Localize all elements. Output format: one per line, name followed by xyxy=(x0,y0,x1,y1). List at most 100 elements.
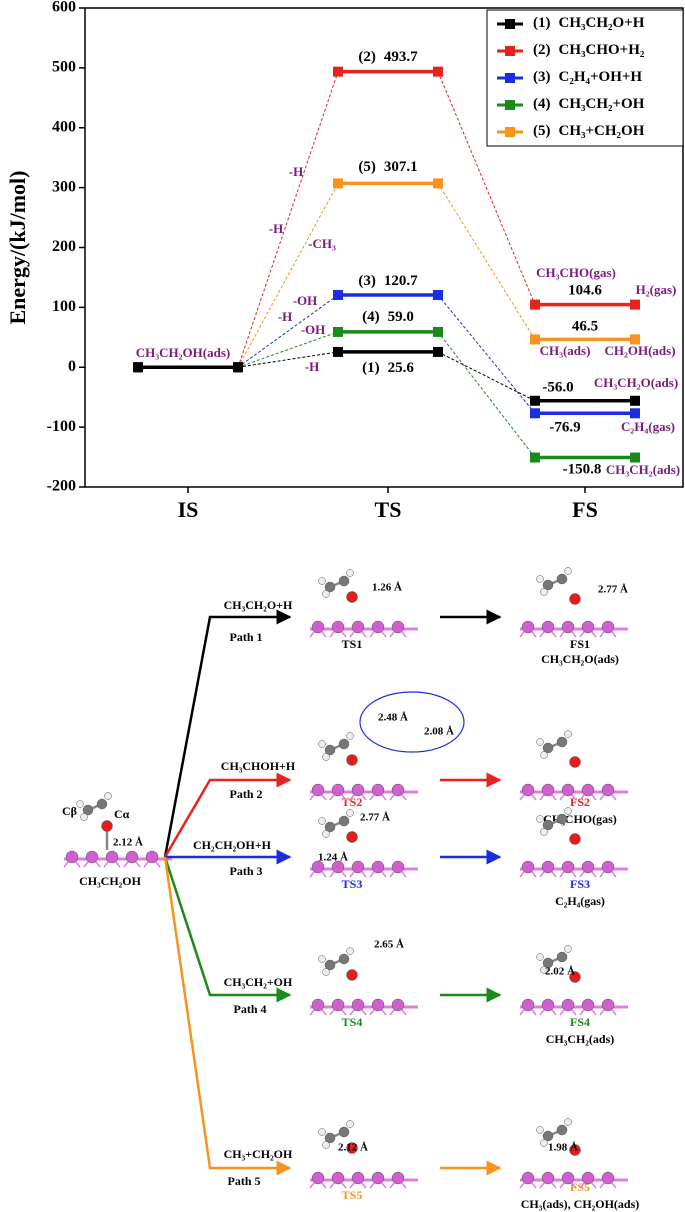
path-name: Path 2 xyxy=(230,787,263,801)
level-marker xyxy=(433,289,443,300)
path-arrow xyxy=(163,856,292,1003)
atom xyxy=(351,860,365,874)
atom xyxy=(331,998,345,1012)
x-tick-label: TS xyxy=(375,497,402,522)
connector xyxy=(437,294,536,414)
fs-value-label: -56.0 xyxy=(542,379,573,395)
atom xyxy=(601,1171,615,1185)
atom xyxy=(331,1171,345,1185)
atom xyxy=(324,1132,336,1144)
ts-distance: 2.77 Å xyxy=(360,812,390,824)
level-marker xyxy=(530,334,540,345)
annotation: -H xyxy=(305,359,319,374)
y-tick-label: 200 xyxy=(52,238,76,255)
atom xyxy=(311,860,325,874)
fs-distance: 2.02 Å xyxy=(545,966,575,978)
ts-distance: 2.65 Å xyxy=(374,939,404,951)
atom xyxy=(311,998,325,1012)
atom xyxy=(76,800,84,808)
series-tag: (1) xyxy=(533,15,551,31)
atom xyxy=(351,1171,365,1185)
legend-marker xyxy=(505,46,515,56)
atom xyxy=(561,783,575,797)
series-tag: (5) xyxy=(533,123,551,139)
atom xyxy=(331,860,345,874)
atom xyxy=(581,620,595,634)
atom xyxy=(521,1171,535,1185)
atom xyxy=(540,751,548,759)
inset xyxy=(359,691,465,753)
atom xyxy=(569,971,581,983)
annotation: CH₃(ads) xyxy=(540,343,591,358)
y-tick-label: 600 xyxy=(52,0,76,16)
legend-box xyxy=(486,9,684,147)
path-reactants: CH₃+CH₂OH xyxy=(224,1147,293,1161)
level-marker xyxy=(630,452,640,463)
atom xyxy=(561,620,575,634)
atom xyxy=(371,1171,385,1185)
energy-chart: -200 -100 0 100 200 300 400 500 600 Energy/(kJ/mo… xyxy=(5,0,684,522)
series-tag: (4) xyxy=(362,309,380,325)
fs-species: CH₃(ads), CH₂OH(ads) xyxy=(521,1197,640,1211)
level-marker xyxy=(433,346,443,357)
atom xyxy=(318,577,326,585)
atom xyxy=(324,959,336,971)
atom xyxy=(311,783,325,797)
atom xyxy=(581,860,595,874)
ts-value-label: (3) 120.7 xyxy=(358,273,418,289)
annotation: -OH xyxy=(293,293,318,308)
atom xyxy=(145,850,159,864)
atom xyxy=(346,1120,354,1128)
atom xyxy=(556,573,568,585)
ts-distance: 2.48 Å xyxy=(378,712,408,724)
atom xyxy=(521,620,535,634)
series-tag: (3) xyxy=(358,273,376,289)
ts-label: TS4 xyxy=(342,1015,363,1029)
ts-distance: 2.12 Å xyxy=(338,1142,368,1154)
atom xyxy=(601,783,615,797)
atom xyxy=(85,850,99,864)
level-marker xyxy=(630,299,640,310)
atom xyxy=(351,783,365,797)
connector xyxy=(437,331,536,458)
atom xyxy=(542,579,554,591)
ts-distance: 1.26 Å xyxy=(372,582,402,594)
atom xyxy=(338,815,350,827)
atom xyxy=(564,567,572,575)
series-tag: (5) xyxy=(358,159,376,175)
ts-label: TS3 xyxy=(342,877,363,891)
atom xyxy=(324,744,336,756)
atom xyxy=(82,804,94,816)
fs-value-label: -76.9 xyxy=(549,419,580,435)
y-tick-label: 400 xyxy=(52,118,76,135)
y-tick-label: -200 xyxy=(47,478,76,495)
annotation: -H xyxy=(269,221,283,236)
fs-value-label: -150.8 xyxy=(563,461,602,477)
y-tick-label: 100 xyxy=(52,298,76,315)
atom xyxy=(96,798,108,810)
fs-value-label: 104.6 xyxy=(568,282,602,298)
atom xyxy=(322,753,330,761)
level-marker xyxy=(433,326,443,337)
level-marker xyxy=(530,299,540,310)
value: 25.6 xyxy=(388,360,415,376)
atom xyxy=(536,1126,544,1134)
ts-value-label: (4) 59.0 xyxy=(362,309,414,325)
ts-value-label: (1) 25.6 xyxy=(362,360,414,376)
level-marker xyxy=(333,346,343,357)
atom xyxy=(569,1144,581,1156)
path-reactants: CH₃CH₂O+H xyxy=(224,598,293,612)
atom xyxy=(322,830,330,838)
y-axis-label: Energy/(kJ/mol) xyxy=(5,171,30,325)
series-tag: (1) xyxy=(362,360,380,376)
atom xyxy=(601,860,615,874)
path-name: Path 3 xyxy=(230,864,263,878)
atom xyxy=(564,1118,572,1126)
fs-species: CH₃CH₂(ads) xyxy=(546,1032,615,1046)
fs-label: FS4 xyxy=(570,1015,590,1029)
atom xyxy=(338,738,350,750)
value: 307.1 xyxy=(384,159,418,175)
atom xyxy=(601,998,615,1012)
annotation: -H xyxy=(289,164,303,179)
atom xyxy=(324,821,336,833)
